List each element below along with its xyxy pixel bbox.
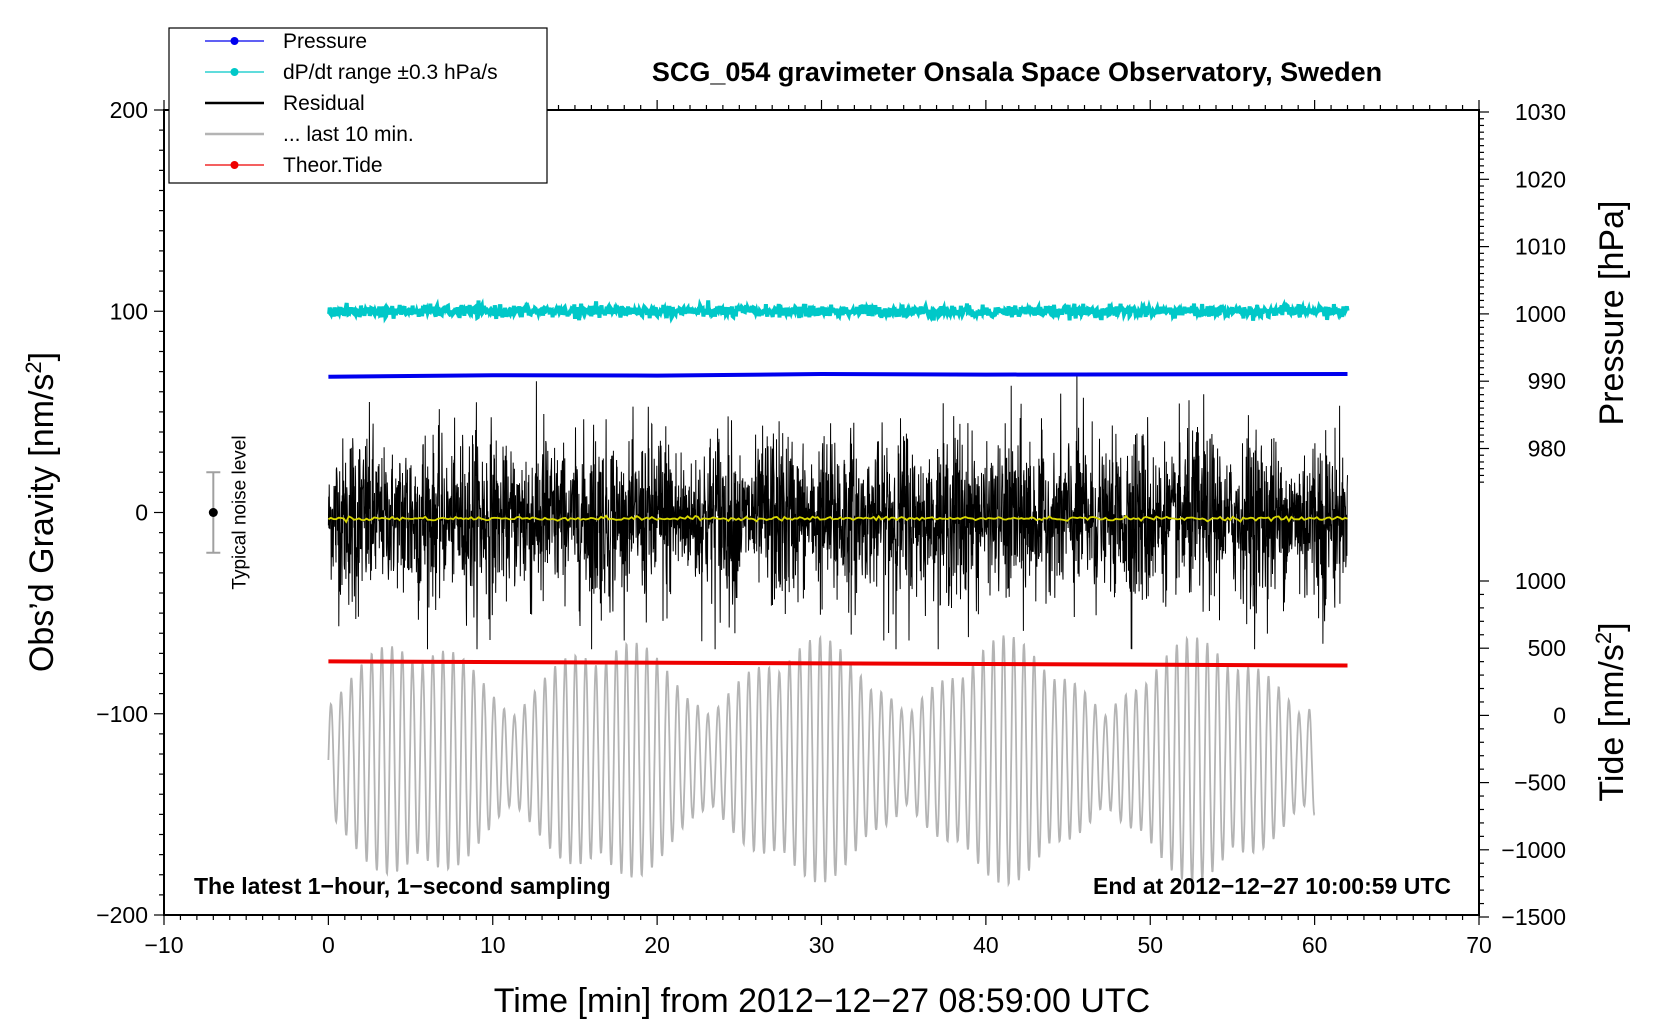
pressure-series [328, 371, 1348, 379]
y-axis-pressure: 1030 1020 1010 1000 990 980 [1479, 99, 1566, 483]
pressure-tick-label: 1000 [1515, 301, 1566, 327]
pressure-tick-label: 1030 [1515, 99, 1566, 125]
residual-mean-line [327, 514, 1348, 524]
last10-line [327, 634, 1316, 888]
chart-title: SCG_054 gravimeter Onsala Space Observat… [652, 57, 1382, 87]
last10-series [327, 634, 1316, 888]
theor-tide-series [328, 659, 1348, 668]
noise-dot [208, 508, 218, 517]
legend-label: Theor.Tide [283, 154, 383, 177]
pressure-tick-label: 1020 [1515, 166, 1566, 192]
y-axis-pressure-title: Pressure [hPa] [1593, 201, 1631, 426]
legend-label: ... last 10 min. [283, 123, 414, 146]
x-tick-label: 70 [1466, 932, 1492, 958]
legend-marker [230, 68, 239, 76]
y-left-title-sup: 2 [21, 361, 46, 373]
y-axis-tide: 1000 500 0 −500 −1000 −1500 [1479, 568, 1566, 930]
dpdt-series [327, 298, 1350, 324]
y-left-tick-label: −200 [96, 902, 148, 928]
pressure-tick-label: 1010 [1515, 234, 1566, 260]
y-left-tick-label: −100 [96, 701, 148, 727]
noise-level-indicator: Typical noise level [206, 435, 250, 590]
annotation-right: End at 2012−12−27 10:00:59 UTC [1093, 873, 1451, 899]
tide-title-close: ] [1593, 622, 1631, 631]
tide-tick-label: 1000 [1515, 568, 1566, 594]
legend-marker [230, 37, 239, 45]
y-left-tick-label: 100 [110, 298, 148, 324]
y-axis-left: 200 100 0 −100 −200 [96, 97, 164, 928]
legend-label: Residual [283, 92, 365, 115]
legend-label: Pressure [283, 30, 367, 53]
y-axis-left-title: Obs’d Gravity [nm/s2] [21, 352, 61, 672]
pressure-tick-label: 990 [1528, 368, 1566, 394]
dpdt-line [327, 298, 1350, 324]
pressure-tick-label: 980 [1528, 436, 1566, 462]
legend-box [168, 27, 548, 184]
x-axis: −10 0 10 20 30 40 50 60 70 [144, 100, 1492, 958]
legend-marker [230, 161, 239, 169]
tide-title-sup: 2 [1591, 632, 1616, 644]
x-tick-label: 20 [644, 932, 670, 958]
tide-title-main: Tide [nm/s [1593, 644, 1631, 801]
annotation-left: The latest 1−hour, 1−second sampling [194, 873, 611, 899]
tide-tick-label: −1500 [1501, 904, 1566, 930]
tide-tick-label: 0 [1553, 702, 1566, 728]
legend-label: dP/dt range ±0.3 hPa/s [283, 61, 498, 84]
x-tick-label: −10 [144, 932, 183, 958]
theor-tide-line [328, 659, 1348, 668]
x-axis-title: Time [min] from 2012−12−27 08:59:00 UTC [494, 982, 1150, 1020]
y-left-tick-label: 0 [135, 500, 148, 526]
x-tick-label: 50 [1137, 932, 1163, 958]
tide-tick-label: −1000 [1501, 837, 1566, 863]
legend: Pressure dP/dt range ±0.3 hPa/s Residual..… [168, 27, 548, 184]
x-tick-label: 40 [973, 932, 999, 958]
x-tick-label: 30 [809, 932, 835, 958]
tide-tick-label: −500 [1514, 770, 1566, 796]
y-left-title-main: Obs’d Gravity [nm/s [23, 374, 61, 673]
noise-label: Typical noise level [229, 435, 250, 589]
x-tick-label: 0 [322, 932, 335, 958]
tide-tick-label: 500 [1528, 635, 1566, 661]
y-axis-tide-title: Tide [nm/s2] [1591, 622, 1631, 801]
residual-mean-series [327, 514, 1348, 524]
residual-line [327, 375, 1348, 650]
pressure-line [328, 371, 1348, 379]
y-left-title-close: ] [23, 352, 61, 361]
residual-series [327, 375, 1348, 650]
y-left-tick-label: 200 [110, 97, 148, 123]
x-tick-label: 10 [480, 932, 506, 958]
x-tick-label: 60 [1302, 932, 1328, 958]
